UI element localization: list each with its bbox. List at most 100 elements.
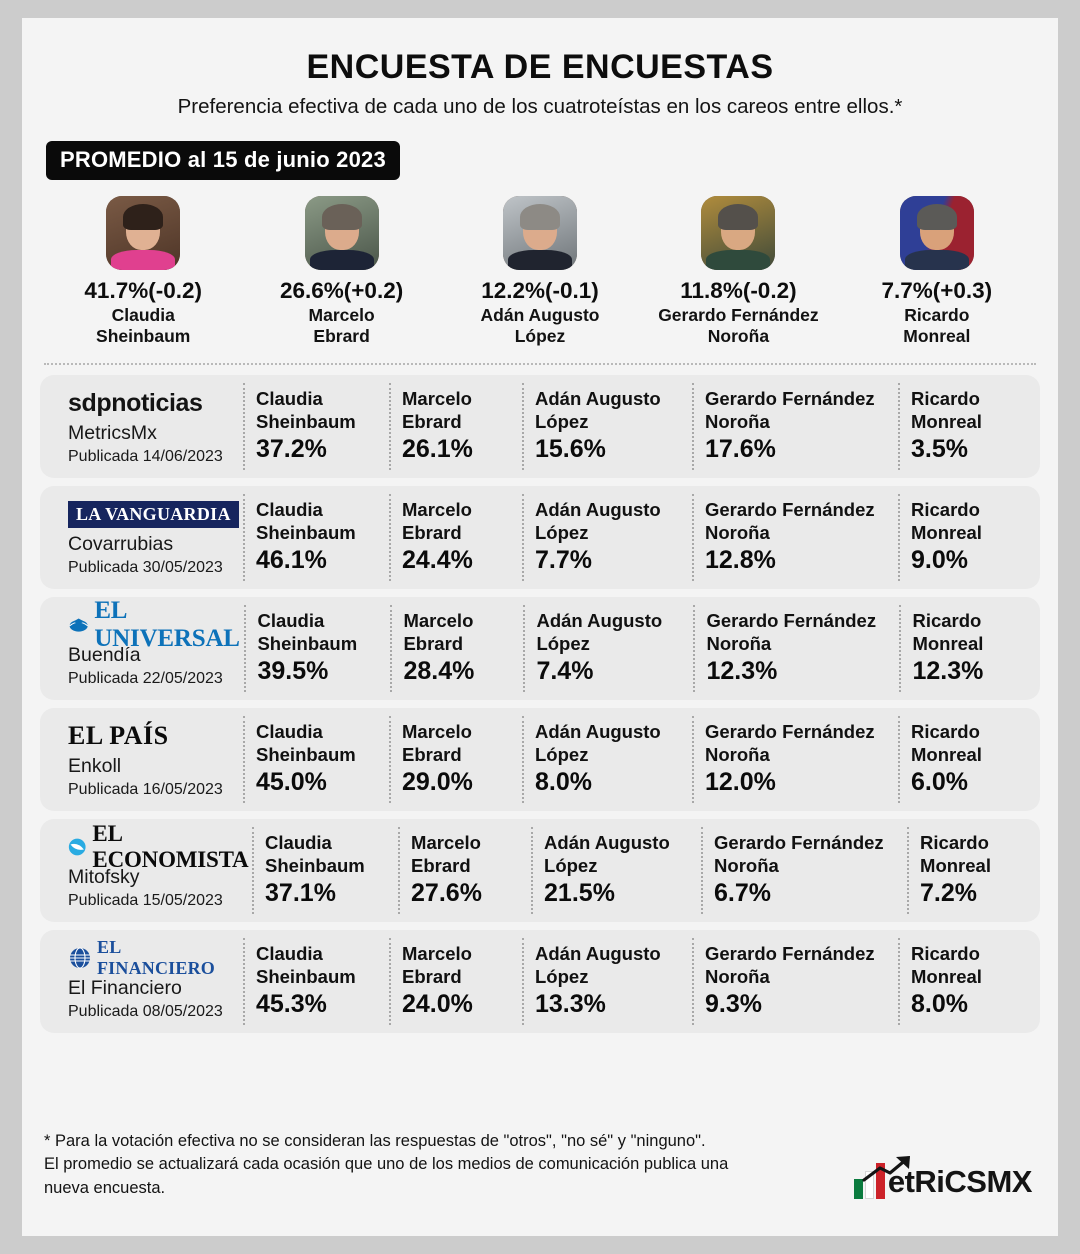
- poll-value: 12.0%: [705, 767, 776, 796]
- adan-augusto-lopez-photo: [503, 196, 578, 270]
- marcelo-ebrard-photo: [304, 196, 379, 270]
- candidate-percent: 11.8%(-0.2): [680, 278, 797, 303]
- poll-source: sdpnoticias MetricsMx Publicada 14/06/20…: [40, 383, 243, 470]
- poll-cell: Gerardo Fernández Noroña 6.7%: [701, 826, 907, 914]
- poll-cell: Marcelo Ebrard 24.0%: [389, 937, 522, 1025]
- column-header: Adán Augusto López: [535, 499, 661, 543]
- el-economista-logo: EL ECONOMISTA: [68, 821, 252, 873]
- page-title: ENCUESTA DE ENCUESTAS: [306, 48, 774, 86]
- table-row: EL ECONOMISTA Mitofsky Publicada 15/05/2…: [40, 818, 1040, 922]
- column-header: Claudia Sheinbaum: [257, 610, 358, 654]
- poll-cell: Claudia Sheinbaum 45.3%: [243, 937, 389, 1025]
- candidate-percent: 26.6%(+0.2): [280, 278, 404, 303]
- poll-value: 28.4%: [403, 656, 475, 685]
- sdpnoticias-logo: sdpnoticias: [68, 388, 203, 417]
- poll-cell: Gerardo Fernández Noroña 17.6%: [692, 382, 898, 470]
- poll-cell: Gerardo Fernández Noroña 12.8%: [692, 493, 898, 581]
- poll-value: 12.3%: [706, 656, 778, 685]
- poll-value: 45.3%: [256, 989, 327, 1018]
- footnote: * Para la votación efectiva no se consid…: [44, 1131, 729, 1197]
- column-header: Ricardo Monreal: [911, 388, 982, 432]
- poll-cell: Adán Augusto López 7.4%: [523, 604, 693, 692]
- table-row: EL PAÍS Enkoll Publicada 16/05/2023 Clau…: [40, 707, 1040, 811]
- poll-value: 6.7%: [714, 878, 772, 907]
- el-financiero-wordmark: EL FINANCIERO: [96, 937, 215, 979]
- el-economista-wordmark: EL ECONOMISTA: [92, 821, 249, 873]
- candidate-summary-ricardo-monreal: 7.7%(+0.3) Ricardo Monreal: [838, 196, 1036, 347]
- poll-cell: Adán Augusto López 8.0%: [522, 715, 692, 803]
- pollster-name: El Financiero: [68, 977, 182, 1000]
- poll-cell: Adán Augusto López 21.5%: [531, 826, 701, 914]
- poll-value: 9.0%: [911, 545, 968, 574]
- poll-value: 8.0%: [535, 767, 592, 796]
- el-financiero-logo: EL FINANCIERO: [68, 937, 243, 979]
- table-row: LA VANGUARDIA Covarrubias Publicada 30/0…: [40, 485, 1040, 589]
- column-header: Adán Augusto López: [535, 388, 661, 432]
- poll-cell: Marcelo Ebrard 28.4%: [390, 604, 523, 692]
- publish-date: Publicada 16/05/2023: [68, 780, 223, 798]
- poll-value: 26.1%: [402, 434, 473, 463]
- column-header: Gerardo Fernández Noroña: [705, 721, 875, 765]
- poll-value: 9.3%: [705, 989, 762, 1018]
- column-header: Ricardo Monreal: [911, 721, 982, 765]
- poll-value: 8.0%: [911, 989, 968, 1018]
- metricsmx-logo: etRiCSMX: [853, 1156, 1036, 1200]
- poll-value: 7.7%: [535, 545, 592, 574]
- el-universal-logo: EL UNIVERSAL: [68, 597, 244, 653]
- column-header: Marcelo Ebrard: [402, 943, 472, 987]
- column-header: Gerardo Fernández Noroña: [706, 610, 877, 654]
- poll-cell: Adán Augusto López 7.7%: [522, 493, 692, 581]
- poll-cell: Claudia Sheinbaum 37.2%: [243, 382, 389, 470]
- poll-cell: Marcelo Ebrard 24.4%: [389, 493, 522, 581]
- candidate-percent: 41.7%(-0.2): [84, 278, 202, 303]
- pollster-name: Covarrubias: [68, 533, 174, 556]
- candidate-name: Marcelo Ebrard: [308, 304, 375, 346]
- poll-value: 7.4%: [536, 656, 594, 685]
- footer: * Para la votación efectiva no se consid…: [44, 1130, 1036, 1200]
- column-header: Ricardo Monreal: [911, 943, 982, 987]
- poll-cell: Claudia Sheinbaum 37.1%: [252, 826, 398, 914]
- candidate-summary-strip: 41.7%(-0.2) Claudia Sheinbaum 26.6%(+0.2…: [22, 180, 1058, 347]
- candidate-summary-claudia-sheinbaum: 41.7%(-0.2) Claudia Sheinbaum: [44, 196, 242, 347]
- el-pais-logo: EL PAÍS: [68, 721, 169, 751]
- candidate-name: Ricardo Monreal: [903, 304, 971, 346]
- poll-cell: Ricardo Monreal 8.0%: [898, 937, 1034, 1025]
- column-header: Claudia Sheinbaum: [256, 943, 356, 987]
- poll-value: 45.0%: [256, 767, 327, 796]
- poll-value: 12.3%: [912, 656, 984, 685]
- column-header: Adán Augusto López: [535, 943, 661, 987]
- eagle-globe-icon: [69, 618, 88, 632]
- candidate-name: Gerardo Fernández Noroña: [658, 304, 819, 346]
- publish-date: Publicada 22/05/2023: [68, 669, 223, 687]
- poll-value: 29.0%: [402, 767, 473, 796]
- poll-cell: Gerardo Fernández Noroña 12.3%: [693, 604, 899, 692]
- column-header: Marcelo Ebrard: [411, 832, 481, 876]
- poll-cell: Gerardo Fernández Noroña 9.3%: [692, 937, 898, 1025]
- gerardo-fernandez-norona-photo: [701, 196, 776, 270]
- pollster-name: Enkoll: [68, 755, 122, 778]
- poll-value: 3.5%: [911, 434, 968, 463]
- poll-value: 17.6%: [705, 434, 776, 463]
- poll-table: sdpnoticias MetricsMx Publicada 14/06/20…: [22, 365, 1058, 1033]
- poll-value: 37.1%: [265, 878, 336, 907]
- poll-source: EL PAÍS Enkoll Publicada 16/05/2023: [40, 716, 243, 803]
- mexican-flag-bars: [853, 1163, 885, 1199]
- column-header: Marcelo Ebrard: [402, 388, 472, 432]
- poll-value: 37.2%: [256, 434, 327, 463]
- poll-cell: Ricardo Monreal 3.5%: [898, 382, 1034, 470]
- average-badge-row: PROMEDIO al 15 de junio 2023: [22, 119, 1058, 180]
- metricsmx-wordmark: etRiCSMX: [887, 1164, 1033, 1199]
- infographic-card: ENCUESTA DE ENCUESTAS Preferencia efecti…: [22, 18, 1058, 1236]
- pollster-name: Buendía: [68, 644, 141, 667]
- poll-value: 24.0%: [402, 989, 473, 1018]
- column-header: Ricardo Monreal: [911, 499, 982, 543]
- poll-source: EL ECONOMISTA Mitofsky Publicada 15/05/2…: [40, 821, 252, 914]
- column-header: Gerardo Fernández Noroña: [705, 388, 875, 432]
- column-header: Adán Augusto López: [535, 721, 661, 765]
- publish-date: Publicada 15/05/2023: [68, 891, 223, 909]
- column-header: Ricardo Monreal: [920, 832, 991, 876]
- column-header: Gerardo Fernández Noroña: [705, 943, 875, 987]
- poll-cell: Adán Augusto López 13.3%: [522, 937, 692, 1025]
- poll-value: 27.6%: [411, 878, 482, 907]
- column-header: Claudia Sheinbaum: [256, 721, 356, 765]
